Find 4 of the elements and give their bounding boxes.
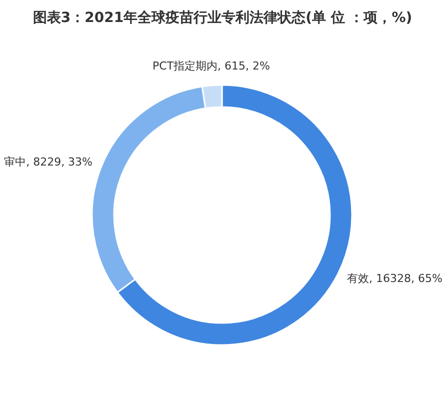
slice-label: 有效, 16328, 65% [347,272,442,286]
chart-title: 图表3：2021年全球疫苗行业专利法律状态(单 位 ：项，%) [32,9,412,26]
slice-label: PCT指定期内, 615, 2% [152,59,270,72]
slice-label: 审中, 8229, 33% [4,156,93,169]
